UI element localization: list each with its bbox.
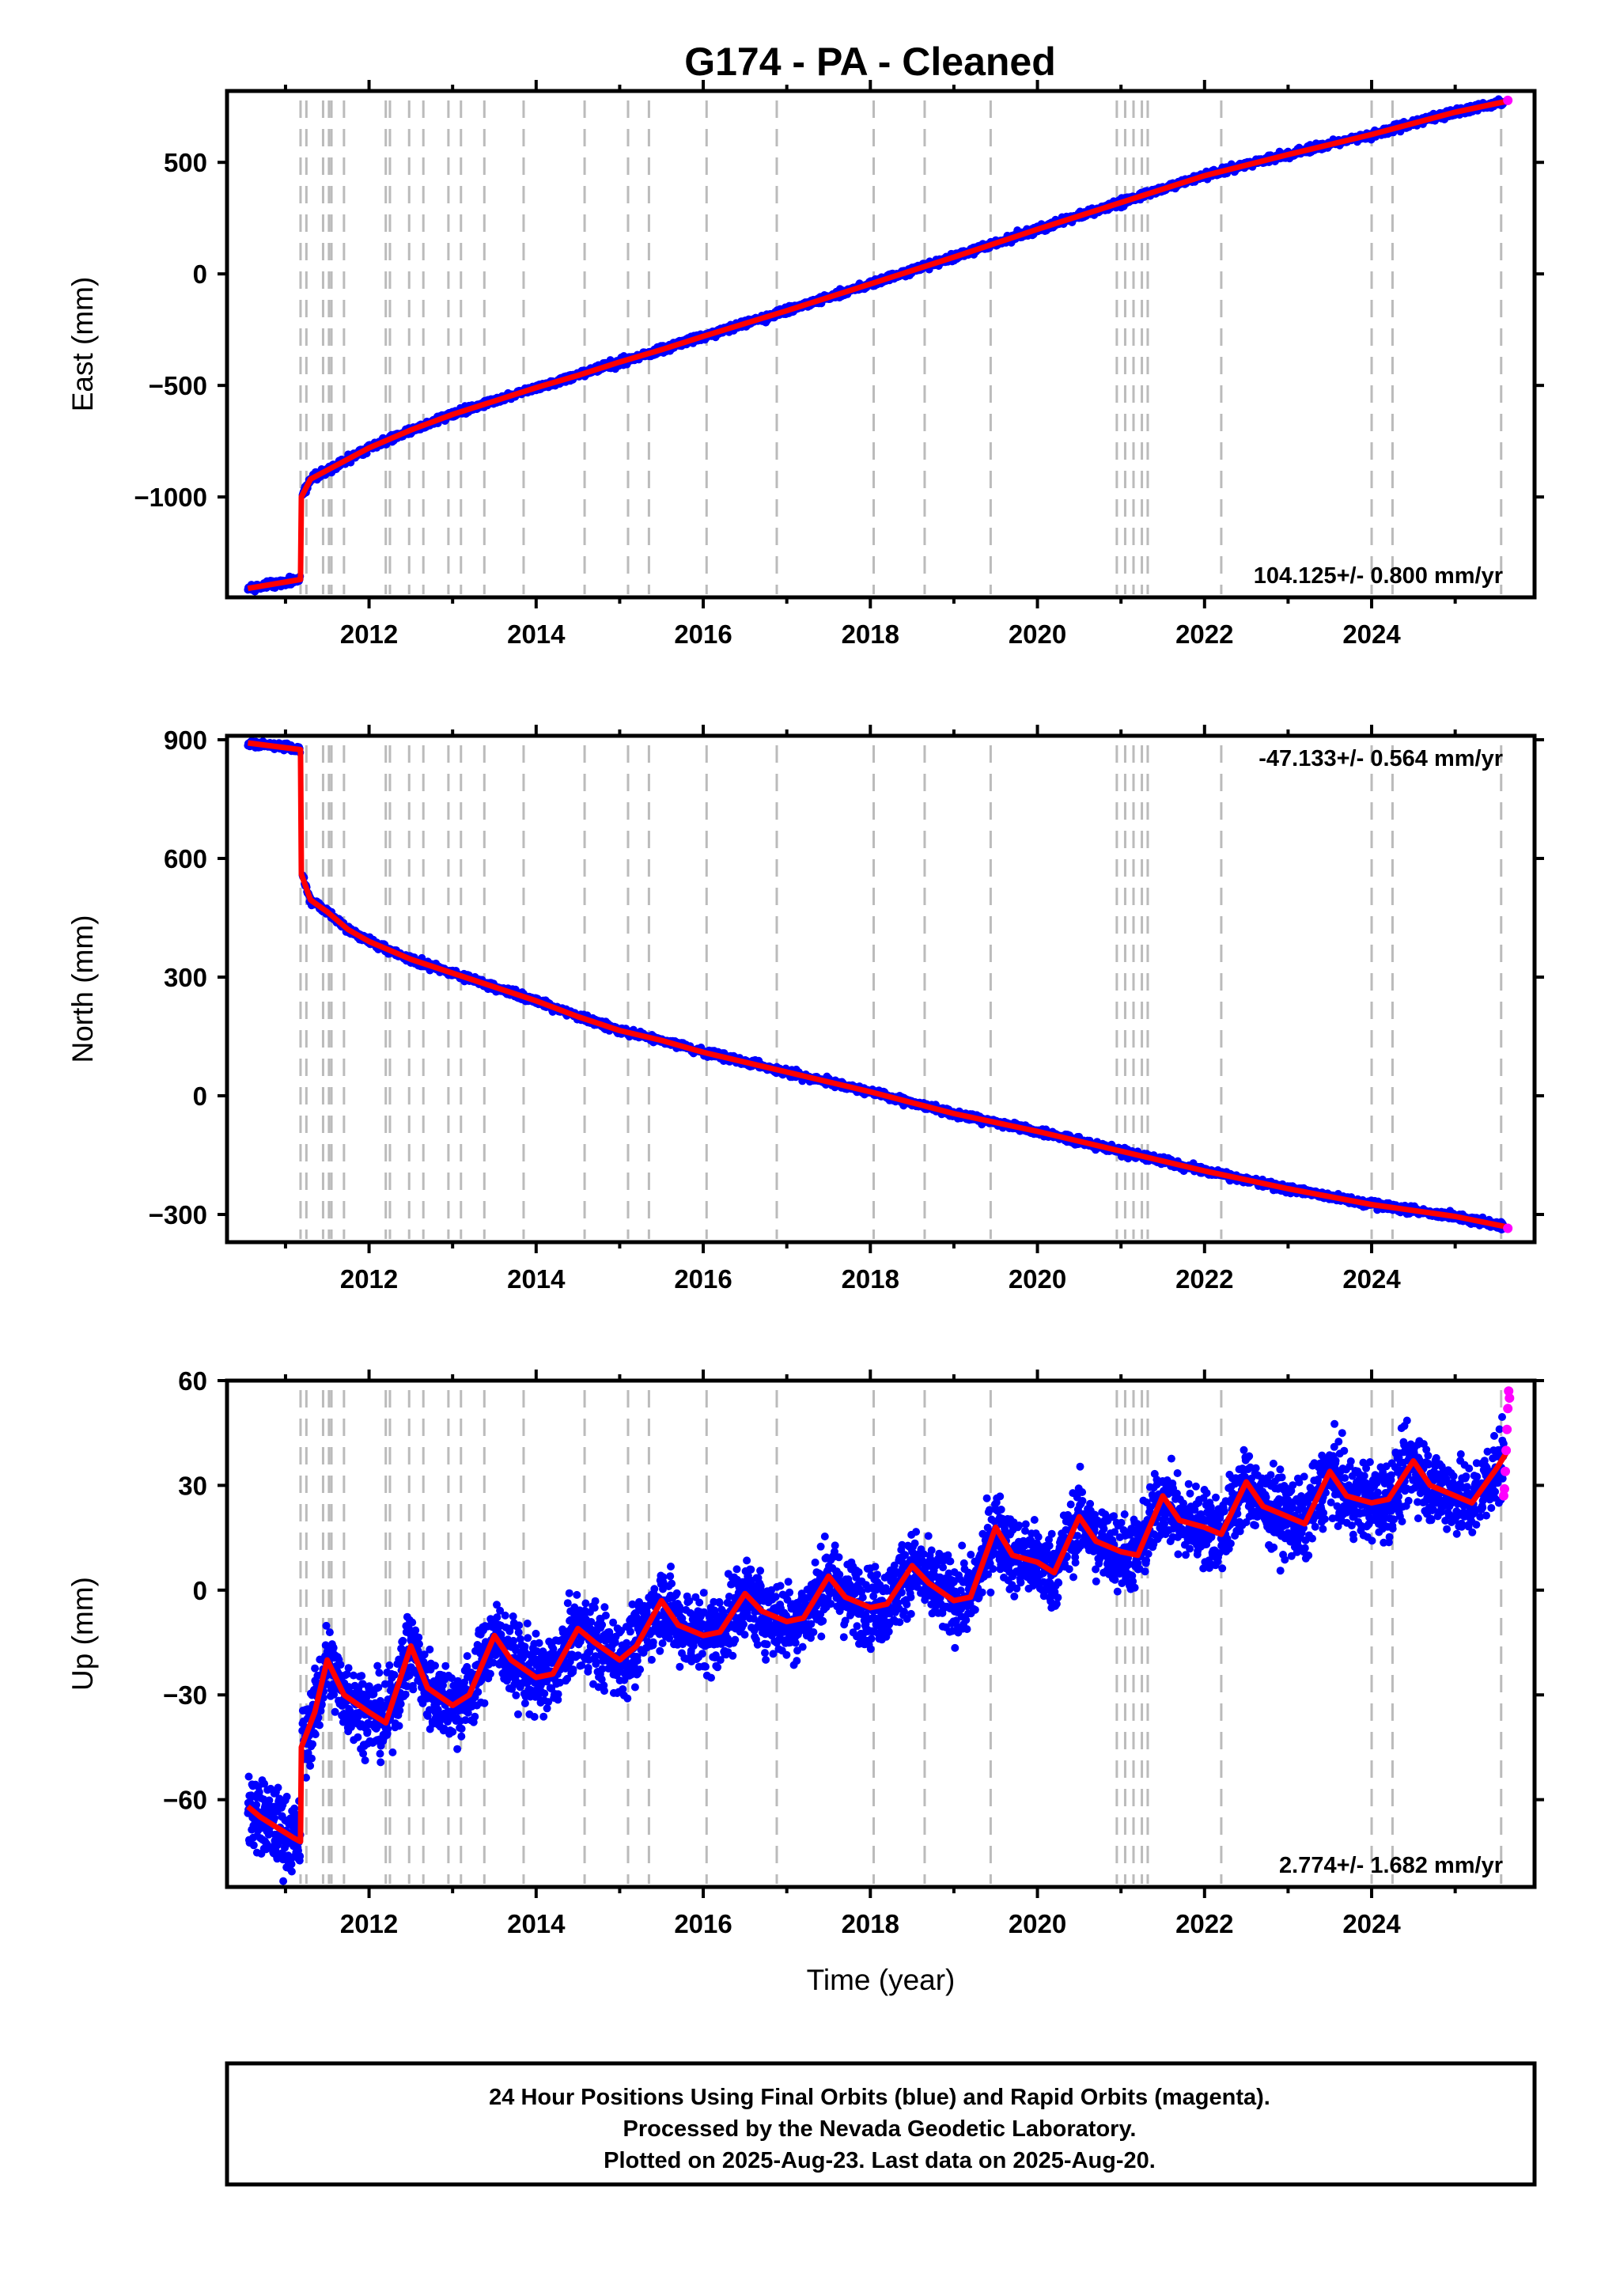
velocity-label: 104.125+/- 0.800 mm/yr [1254, 563, 1503, 589]
x-tick-label: 2016 [674, 619, 732, 649]
rapid-orbit-point [1503, 95, 1513, 105]
x-tick-label: 2024 [1342, 619, 1401, 649]
panel-east: 500 0 −500 −1000 2012 2014 2016 2018 2020 2022 202… [66, 80, 1544, 649]
x-tick-label: 2012 [340, 619, 398, 649]
y-tick-label: −1000 [134, 483, 207, 512]
x-tick-label: 2020 [1009, 619, 1066, 649]
chart-title: G174 - PA - Cleaned [684, 40, 1056, 84]
y-tick-label: 0 [193, 260, 207, 289]
model-fit-line [247, 98, 1508, 592]
x-tick-label: 2018 [842, 619, 899, 649]
y-tick-label: −500 [149, 371, 207, 400]
plot-frame [225, 89, 1537, 600]
final-orbit-points [244, 737, 1508, 1233]
x-tick-label: 2014 [507, 619, 566, 649]
final-orbit-points [244, 95, 1508, 596]
y-tick-label: 500 [164, 148, 207, 177]
x-tick-label: 2022 [1175, 619, 1233, 649]
y-axis-label: East (mm) [66, 277, 99, 412]
